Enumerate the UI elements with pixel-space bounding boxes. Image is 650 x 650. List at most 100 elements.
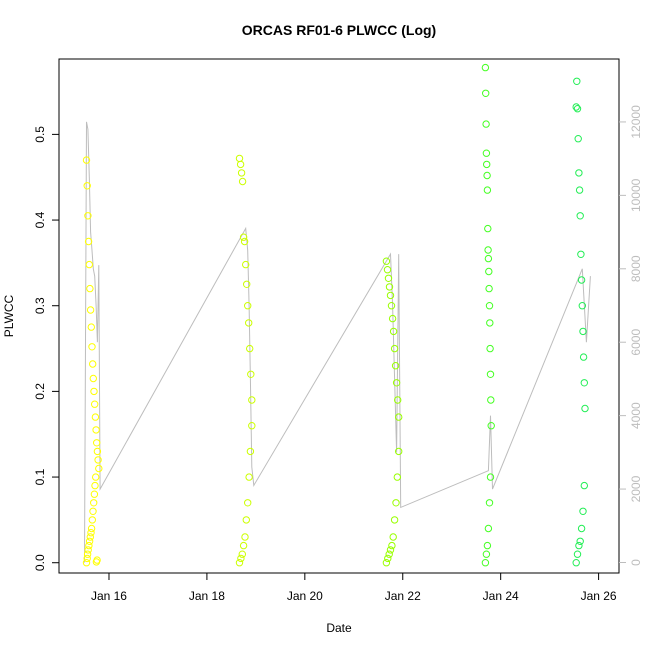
data-point-rf03 bbox=[384, 274, 393, 282]
data-point-rf04 bbox=[485, 284, 493, 293]
data-point-rf05 bbox=[575, 541, 583, 550]
data-point-rf04 bbox=[484, 246, 492, 254]
data-point-rf01 bbox=[87, 323, 96, 331]
data-point-rf01 bbox=[92, 426, 100, 434]
data-point-rf02 bbox=[245, 473, 253, 481]
data-point-rf01 bbox=[92, 473, 100, 481]
data-point-rf05 bbox=[580, 481, 588, 490]
data-point-rf05 bbox=[572, 103, 580, 111]
data-point-rf03 bbox=[384, 554, 392, 563]
data-point-rf05 bbox=[578, 302, 586, 310]
data-point-rf01 bbox=[86, 284, 94, 293]
data-point-rf01 bbox=[84, 237, 93, 246]
data-point-rf05 bbox=[574, 135, 582, 143]
data-point-rf03 bbox=[393, 473, 401, 481]
data-point-rf01 bbox=[89, 507, 97, 515]
data-point-rf01 bbox=[85, 541, 93, 550]
data-point-rf02 bbox=[239, 233, 248, 241]
data-point-rf01 bbox=[82, 559, 91, 567]
x-tick-label: Jan 24 bbox=[483, 589, 519, 603]
data-point-rf05 bbox=[579, 507, 587, 515]
data-point-rf05 bbox=[572, 559, 580, 567]
data-point-rf03 bbox=[385, 550, 393, 558]
y-tick-label: 0.5 bbox=[33, 126, 47, 143]
altitude-line bbox=[84, 121, 591, 563]
y2-tick-label: 12000 bbox=[629, 105, 643, 139]
y-tick-label: 0.3 bbox=[33, 297, 47, 314]
y2-tick-label: 10000 bbox=[629, 178, 643, 212]
data-point-rf01 bbox=[82, 156, 91, 164]
data-point-rf03 bbox=[391, 362, 400, 370]
data-point-rf05 bbox=[577, 276, 586, 284]
data-point-rf01 bbox=[89, 374, 98, 383]
data-point-rf02 bbox=[248, 396, 256, 404]
y-axis-label: PLWCC bbox=[2, 294, 16, 337]
data-point-rf02 bbox=[236, 160, 245, 169]
data-point-rf01 bbox=[91, 413, 100, 421]
data-point-rf03 bbox=[390, 516, 399, 524]
data-point-rf03 bbox=[392, 379, 401, 387]
data-point-rf01 bbox=[87, 524, 96, 533]
x-tick-label: Jan 16 bbox=[91, 589, 127, 603]
x-axis: Jan 16 Jan 18 Jan 20 Jan 22 Jan 24 Jan 26 bbox=[91, 573, 617, 603]
data-point-rf02 bbox=[242, 260, 250, 269]
data-point-rf05 bbox=[575, 186, 584, 194]
data-point-rf04 bbox=[482, 89, 490, 98]
data-point-rf02 bbox=[242, 516, 251, 524]
data-point-rf04 bbox=[484, 254, 493, 263]
data-point-rf02 bbox=[246, 447, 255, 456]
data-point-rf01 bbox=[86, 306, 95, 314]
y2-axis: 0 2000 4000 6000 8000 10000 12000 bbox=[619, 105, 643, 566]
data-point-rf01 bbox=[88, 343, 96, 351]
data-point-rf03 bbox=[388, 314, 397, 323]
data-point-rf03 bbox=[395, 447, 403, 456]
data-point-rf01 bbox=[83, 550, 92, 558]
data-point-rf02 bbox=[241, 533, 249, 541]
data-point-rf05 bbox=[579, 353, 588, 361]
data-point-rf02 bbox=[237, 554, 245, 563]
data-point-rf02 bbox=[240, 237, 249, 246]
data-point-rf02 bbox=[238, 550, 247, 558]
data-point-rf03 bbox=[388, 541, 396, 550]
data-point-rf04 bbox=[486, 319, 494, 327]
data-point-rf01 bbox=[93, 556, 101, 564]
data-point-rf03 bbox=[389, 327, 398, 336]
data-point-rf03 bbox=[395, 413, 403, 421]
data-point-rf02 bbox=[247, 370, 255, 378]
points-layer bbox=[82, 63, 589, 567]
data-point-rf01 bbox=[85, 260, 94, 269]
data-point-rf04 bbox=[484, 524, 493, 533]
y-tick-label: 0.0 bbox=[33, 554, 47, 571]
data-point-rf05 bbox=[579, 327, 587, 336]
data-point-rf01 bbox=[93, 439, 101, 447]
data-point-rf03 bbox=[382, 257, 391, 265]
data-point-rf05 bbox=[577, 250, 585, 259]
data-point-rf02 bbox=[243, 280, 251, 288]
y-tick-label: 0.4 bbox=[33, 211, 47, 228]
data-point-rf04 bbox=[482, 120, 490, 128]
chart-title: ORCAS RF01-6 PLWCC (Log) bbox=[242, 22, 436, 38]
data-point-rf02 bbox=[239, 541, 248, 550]
y2-tick-label: 2000 bbox=[629, 475, 643, 502]
data-point-rf04 bbox=[486, 344, 494, 353]
x-axis-label: Date bbox=[326, 621, 352, 635]
data-point-rf05 bbox=[577, 524, 586, 533]
data-point-rf05 bbox=[580, 379, 588, 387]
data-point-rf04 bbox=[487, 396, 495, 404]
data-point-rf02 bbox=[248, 422, 256, 430]
data-point-rf03 bbox=[387, 302, 396, 310]
data-point-rf02 bbox=[235, 154, 244, 163]
data-point-rf01 bbox=[83, 554, 91, 563]
y2-tick-label: 4000 bbox=[629, 402, 643, 429]
data-point-rf01 bbox=[83, 182, 91, 190]
data-point-rf02 bbox=[246, 344, 254, 353]
data-point-rf03 bbox=[385, 283, 394, 291]
data-point-rf02 bbox=[237, 169, 246, 177]
data-point-rf05 bbox=[573, 77, 581, 86]
y2-tick-label: 6000 bbox=[629, 329, 643, 356]
data-point-rf03 bbox=[394, 396, 402, 404]
data-point-rf05 bbox=[573, 550, 582, 558]
data-point-rf01 bbox=[90, 499, 98, 507]
data-point-rf04 bbox=[485, 499, 494, 507]
data-point-rf05 bbox=[573, 105, 582, 113]
